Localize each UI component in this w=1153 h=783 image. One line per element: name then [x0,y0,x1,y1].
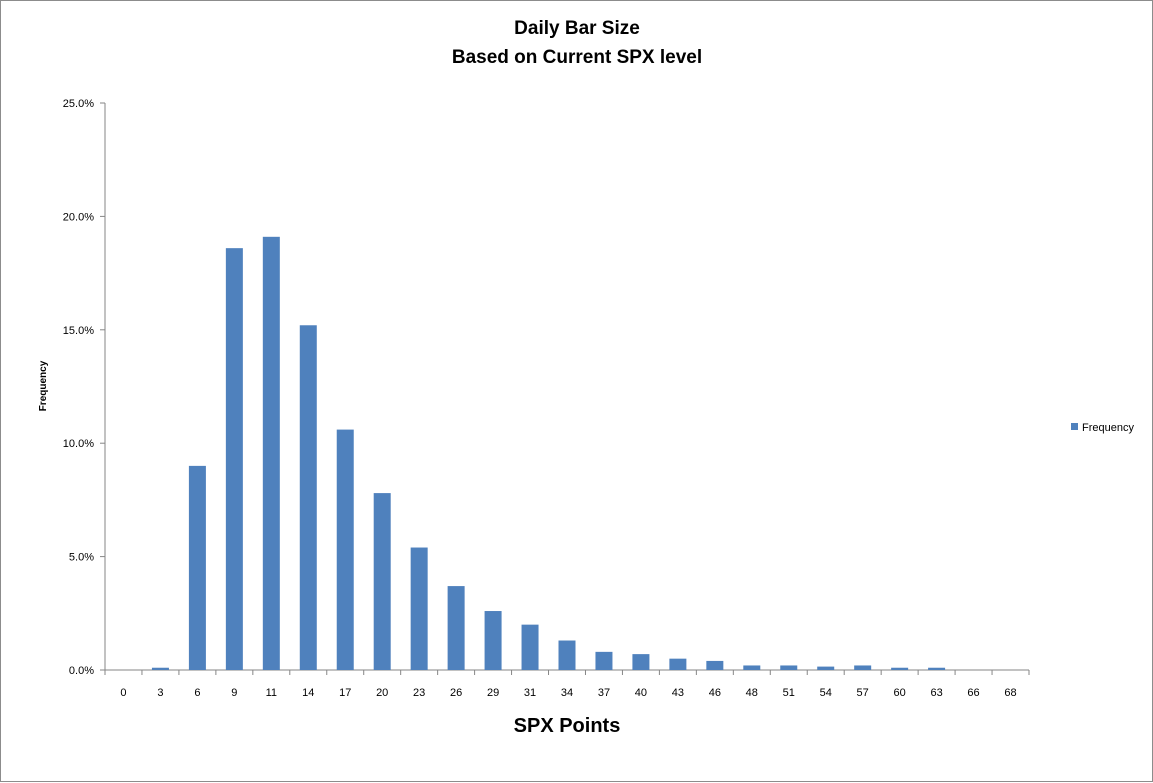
bar [336,429,354,670]
x-tick-label: 14 [302,687,314,699]
bar [299,325,317,670]
bar [928,667,946,670]
y-tick-label: 25.0% [63,98,94,110]
bar [262,236,280,670]
x-tick-label: 31 [524,687,536,699]
x-tick-label: 57 [857,687,869,699]
x-tick-label: 60 [894,687,906,699]
x-tick-label: 17 [339,687,351,699]
x-tick-label: 54 [820,687,832,699]
x-tick-label: 0 [120,687,126,699]
bar [632,654,650,670]
x-tick-label: 63 [930,687,942,699]
bar [706,660,724,670]
chart-subtitle: Based on Current SPX level [452,47,702,68]
x-tick-label: 43 [672,687,684,699]
x-tick-label: 26 [450,687,462,699]
bar [484,611,502,670]
x-tick-label: 29 [487,687,499,699]
x-tick-label: 20 [376,687,388,699]
y-tick-label: 0.0% [69,665,94,677]
x-axis-label: SPX Points [514,715,621,737]
bar [743,665,761,670]
x-tick-label: 11 [266,687,277,699]
bar [521,624,539,670]
bar [595,651,613,670]
bar [188,465,206,670]
bar [854,665,872,670]
x-tick-label: 40 [635,687,647,699]
y-axis-label: Frequency [38,360,49,411]
y-axis: 0.0% 5.0% 10.0% 15.0% 20.0% 25.0% [63,98,106,677]
bar-series [151,236,946,671]
x-tick-label: 48 [746,687,758,699]
legend: Frequency [1071,422,1134,434]
bar [558,640,576,670]
x-tick-label: 68 [1004,687,1016,699]
bar [780,665,798,670]
y-tick-label: 20.0% [63,211,94,223]
bar [447,586,465,670]
x-tick-label: 66 [967,687,979,699]
x-tick-label: 37 [598,687,610,699]
x-axis: 0 3 6 9 11 14 17 20 23 26 29 31 34 37 40 43 46 48 51 54 57 60… [104,669,1030,699]
x-tick-label: 46 [709,687,721,699]
x-tick-label: 23 [413,687,425,699]
bar [373,493,391,670]
y-tick-label: 5.0% [69,552,94,564]
y-tick-label: 15.0% [63,325,94,337]
legend-label: Frequency [1082,422,1134,434]
bar [151,667,169,670]
x-tick-label: 6 [194,687,200,699]
x-tick-label: 9 [231,687,237,699]
bar [891,667,909,670]
legend-swatch [1071,423,1078,430]
bar [817,666,835,670]
bar [669,658,687,670]
chart-title: Daily Bar Size [514,18,640,39]
x-tick-label: 51 [783,687,795,699]
bar [410,547,428,670]
bar [225,248,243,671]
x-tick-label: 3 [157,687,163,699]
y-tick-label: 10.0% [63,438,94,450]
x-tick-label: 34 [561,687,573,699]
